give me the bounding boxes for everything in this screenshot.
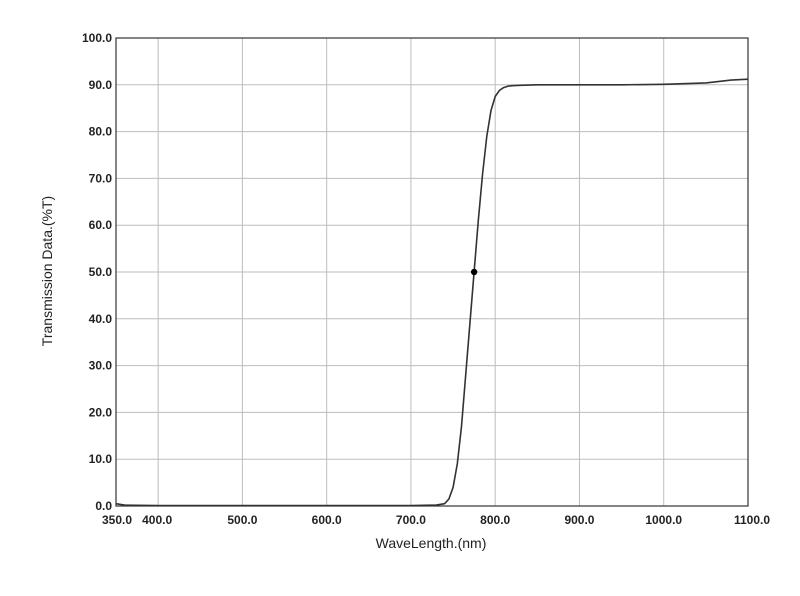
y-tick-label: 40.0 bbox=[89, 312, 113, 326]
grid-lines bbox=[115, 37, 749, 507]
midpoint-marker bbox=[470, 268, 478, 276]
x-tick-label: 700.0 bbox=[396, 513, 426, 527]
x-tick-label: 800.0 bbox=[480, 513, 510, 527]
x-axis-title: WaveLength.(nm) bbox=[376, 535, 487, 551]
y-tick-label: 50.0 bbox=[89, 265, 113, 279]
x-tick-label: 350.0 bbox=[102, 513, 132, 527]
x-tick-label: 400.0 bbox=[142, 513, 172, 527]
plot-border bbox=[115, 37, 749, 507]
y-tick-label: 80.0 bbox=[89, 125, 113, 139]
y-tick-label: 70.0 bbox=[89, 171, 113, 185]
y-tick-label: 30.0 bbox=[89, 359, 113, 373]
series-layer bbox=[115, 78, 749, 507]
x-tick-label: 600.0 bbox=[312, 513, 342, 527]
x-tick-label: 1100.0 bbox=[734, 513, 770, 527]
x-tick-label: 900.0 bbox=[564, 513, 594, 527]
y-tick-label: 0.0 bbox=[95, 499, 112, 513]
x-tick-label: 500.0 bbox=[227, 513, 257, 527]
plot-frame bbox=[115, 37, 749, 507]
y-tick-label: 90.0 bbox=[89, 78, 113, 92]
y-tick-labels: 0.0 10.0 20.0 30.0 40.0 50.0 60.0 70.0 80.0 90.0 1… bbox=[82, 31, 112, 513]
x-tick-labels: 350.0 400.0 500.0 600.0 700.0 800.0 900.0 1000.… bbox=[102, 513, 770, 527]
transmission-curve bbox=[115, 78, 749, 507]
y-axis-title: Transmission Data.(%T) bbox=[39, 196, 55, 346]
y-tick-label: 100.0 bbox=[82, 31, 112, 45]
y-tick-label: 20.0 bbox=[89, 405, 113, 419]
y-tick-label: 60.0 bbox=[89, 218, 113, 232]
x-tick-label: 1000.0 bbox=[645, 513, 682, 527]
y-tick-label: 10.0 bbox=[89, 452, 113, 466]
